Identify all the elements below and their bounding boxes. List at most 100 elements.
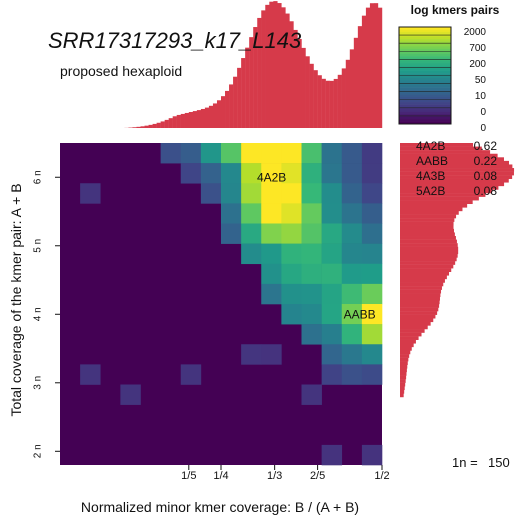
y-axis-label: Total coverage of the kmer pair: A + B <box>8 183 24 416</box>
top-histogram-bar <box>185 113 189 128</box>
heatmap-cell <box>261 203 281 223</box>
heatmap-cell <box>322 324 342 344</box>
colorbar-step <box>399 109 451 112</box>
right-histogram-bar <box>400 347 412 351</box>
top-histogram-bar <box>193 111 197 128</box>
colorbar-step <box>399 59 451 62</box>
y-tick-label: 6 n <box>33 170 44 184</box>
heatmap-cell <box>342 203 362 223</box>
proportion-value: 0.22 <box>474 154 498 168</box>
top-histogram-bar <box>370 3 374 128</box>
top-histogram-bar <box>310 64 314 128</box>
colorbar-step <box>399 29 451 32</box>
heatmap-cell <box>302 163 322 183</box>
right-histogram-bar <box>400 229 454 233</box>
proportion-value: 0.62 <box>474 139 498 153</box>
colorbar-step <box>399 119 451 122</box>
colorbar-step <box>399 61 451 64</box>
colorbar-step <box>399 37 451 40</box>
heatmap-cell <box>342 183 362 203</box>
chart-title: SRR17317293_k17_L143 <box>48 28 302 53</box>
colorbar-tick-label: 700 <box>469 43 486 54</box>
heatmap-cell <box>322 445 342 465</box>
colorbar-step <box>399 32 451 35</box>
colorbar-step <box>399 68 451 71</box>
heatmap-cell <box>342 244 362 264</box>
heatmap-cell <box>322 264 342 284</box>
heatmap-cell <box>322 304 342 324</box>
top-histogram-bar <box>145 126 149 128</box>
top-histogram-bar <box>161 121 165 128</box>
colorbar-tick-label: 10 <box>475 91 487 102</box>
heatmap-cell <box>261 244 281 264</box>
heatmap-cell <box>221 143 241 163</box>
heatmap-cell <box>362 445 382 465</box>
heatmap-cell <box>302 143 322 163</box>
top-histogram-bar <box>165 120 169 128</box>
heatmap-cell <box>322 203 342 223</box>
heatmap-cell <box>322 224 342 244</box>
top-histogram-bar <box>366 8 370 128</box>
heatmap-cell <box>261 183 281 203</box>
heatmap-cell <box>221 163 241 183</box>
proportion-label: AABB <box>416 154 448 168</box>
colorbar-step <box>399 34 451 37</box>
top-histogram-bar <box>322 79 326 128</box>
heatmap-cell <box>302 183 322 203</box>
right-histogram-bar <box>400 218 454 222</box>
right-histogram-bar <box>400 386 405 390</box>
heatmap-cell <box>342 163 362 183</box>
colorbar-step <box>399 102 451 105</box>
x-tick-label: 1/3 <box>267 470 282 482</box>
heatmap-cell <box>201 183 221 203</box>
heatmap-cell <box>281 203 301 223</box>
top-histogram-bar <box>277 3 281 128</box>
right-histogram-bar <box>400 272 449 276</box>
colorbar-step <box>399 39 451 42</box>
right-histogram-bar <box>400 297 440 301</box>
right-histogram-bar <box>400 372 407 376</box>
heatmap-cell <box>362 244 382 264</box>
top-histogram-bar <box>173 116 177 128</box>
heatmap-cell <box>342 143 362 163</box>
right-histogram-bar <box>400 368 407 372</box>
heatmap-cell <box>201 143 221 163</box>
heatmap-cell <box>281 284 301 304</box>
colorbar-title: log kmers pairs <box>411 3 500 17</box>
top-histogram-bar <box>269 2 273 128</box>
heatmap-cell <box>221 224 241 244</box>
heatmap-cell <box>281 304 301 324</box>
heatmap-cell <box>362 143 382 163</box>
right-histogram-bar <box>400 236 456 240</box>
heatmap-cell <box>80 364 100 384</box>
heatmap-cell <box>302 264 322 284</box>
top-histogram-bar <box>358 26 362 128</box>
right-histogram-bar <box>400 254 458 258</box>
heatmap-cell <box>120 385 140 405</box>
top-histogram-bar <box>217 100 221 128</box>
top-histogram-bar <box>350 49 354 128</box>
top-histogram-bar <box>354 38 358 128</box>
heatmap-cell <box>322 284 342 304</box>
colorbar-step <box>399 63 451 66</box>
top-histogram-bar <box>169 118 173 128</box>
colorbar-step <box>399 117 451 120</box>
proportion-label: 4A3B <box>416 169 445 183</box>
heatmap-cell <box>362 224 382 244</box>
x-tick-label: 2/5 <box>310 470 325 482</box>
right-histogram-bar <box>400 308 438 312</box>
colorbar-step <box>399 44 451 47</box>
x-tick-label: 1/5 <box>181 470 196 482</box>
right-histogram-bar <box>400 318 433 322</box>
right-histogram-bar <box>400 343 414 347</box>
top-histogram-bar <box>136 127 140 128</box>
colorbar-step <box>399 54 451 57</box>
colorbar-tick-label: 50 <box>475 75 487 86</box>
right-histogram-bar <box>400 358 408 362</box>
heatmap-cell <box>80 183 100 203</box>
top-histogram-bar <box>306 56 310 128</box>
heatmap-cell <box>342 364 362 384</box>
colorbar-step <box>399 85 451 88</box>
top-histogram-bar <box>177 115 181 128</box>
heatmap-cell <box>302 324 322 344</box>
